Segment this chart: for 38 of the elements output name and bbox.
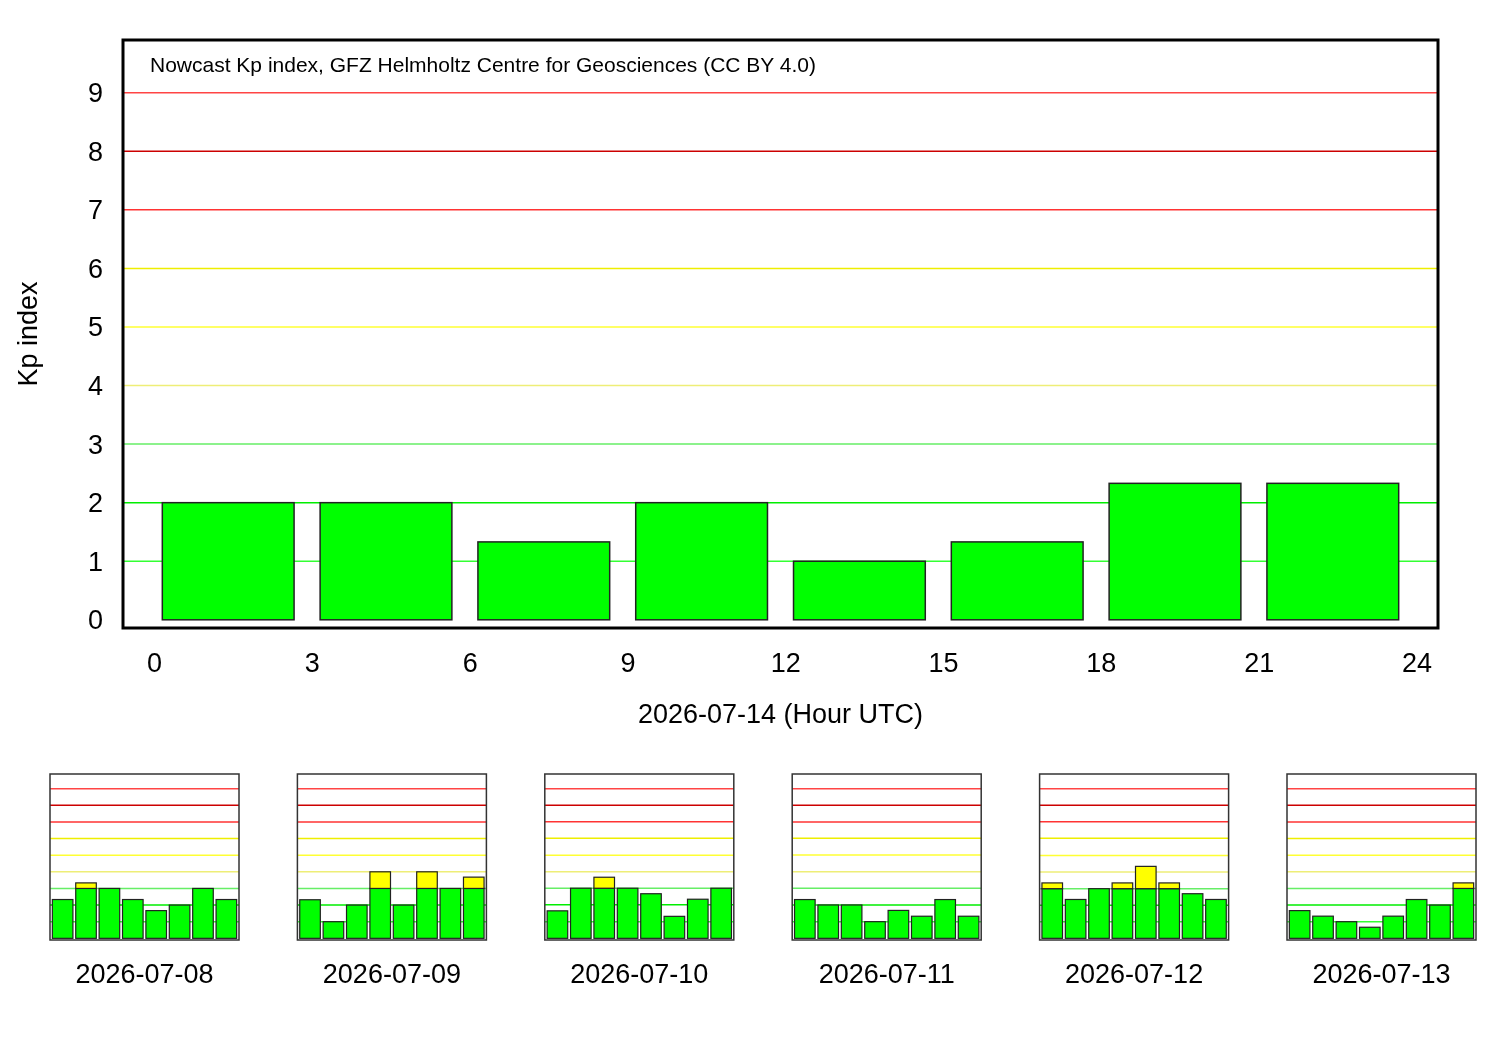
x-tick-label: 9 <box>620 648 636 678</box>
y-tick-label: 0 <box>87 605 103 636</box>
bar <box>161 501 295 621</box>
y-tick-label: 1 <box>87 546 103 577</box>
x-axis-title: 2026-07-10 <box>570 959 709 989</box>
bar <box>792 560 927 621</box>
x-axis-title: 2026-07-09 <box>322 959 461 989</box>
y-tick-label: 9 <box>87 78 103 109</box>
x-tick-label: 24 <box>1401 648 1432 678</box>
y-tick-label: 4 <box>87 370 103 401</box>
y-tick-label: 6 <box>87 253 103 284</box>
y-tick-label: 7 <box>87 195 103 226</box>
bar <box>1108 482 1242 621</box>
y-axis-title: Kp index <box>13 280 43 387</box>
x-axis-title: 2026-07-14 (Hour UTC) <box>637 699 924 729</box>
x-axis-title: 2026-07-13 <box>1312 959 1451 989</box>
bar <box>1266 482 1400 621</box>
x-tick-label: 18 <box>1086 648 1117 678</box>
annotation: Nowcast Kp index, GFZ Helmholtz Centre for Geosciences (CC BY 4.0) <box>150 53 817 76</box>
bar <box>957 915 980 939</box>
y-tick-label: 2 <box>87 488 103 519</box>
y-tick-label: 3 <box>87 429 103 460</box>
bar <box>950 541 1084 621</box>
y-tick-label: 8 <box>87 136 103 167</box>
x-axis-title: 2026-07-12 <box>1065 959 1204 989</box>
bar <box>546 910 569 939</box>
x-tick-label: 15 <box>928 648 959 678</box>
x-tick-label: 12 <box>770 648 801 678</box>
bar <box>477 541 611 621</box>
bar <box>319 501 453 621</box>
x-tick-label: 3 <box>304 648 320 678</box>
x-tick-label: 0 <box>147 648 163 678</box>
x-axis-title: 2026-07-08 <box>75 959 214 989</box>
x-axis-title: 2026-07-11 <box>818 959 955 989</box>
x-tick-label: 6 <box>462 648 478 678</box>
bar <box>634 501 769 621</box>
x-tick-label: 21 <box>1244 648 1275 678</box>
y-tick-label: 5 <box>87 312 103 343</box>
